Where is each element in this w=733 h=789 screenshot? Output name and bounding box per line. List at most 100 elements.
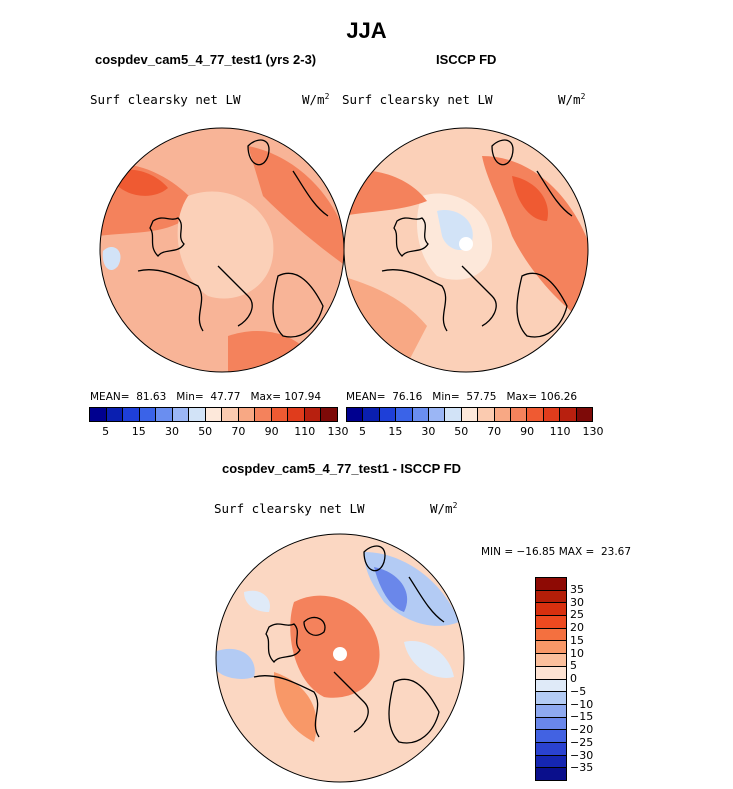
diff-variable-label: Surf clearsky net LW xyxy=(214,501,365,516)
colorbar-swatch xyxy=(379,408,397,421)
colorbar-tick-label: −25 xyxy=(570,735,594,749)
right-colorbar xyxy=(346,407,593,422)
diff-map-pole-mask xyxy=(333,647,347,661)
diff-map-cool-region xyxy=(216,648,255,679)
colorbar-tick-label: 130 xyxy=(327,425,349,438)
colorbar-swatch xyxy=(536,628,566,642)
colorbar-swatch xyxy=(536,578,566,591)
left-map-pale-region xyxy=(177,191,274,299)
left-map-warm-region xyxy=(248,146,344,266)
colorbar-swatch xyxy=(222,408,239,421)
colorbar-tick-label: 10 xyxy=(570,646,584,660)
colorbar-tick-label: 30 xyxy=(165,425,179,438)
left-map-hot-region xyxy=(118,169,168,196)
right-polar-map xyxy=(343,127,589,373)
right-panel-title: ISCCP FD xyxy=(436,52,497,67)
colorbar-swatch xyxy=(536,666,566,680)
colorbar-swatch xyxy=(106,408,124,421)
left-polar-map xyxy=(99,127,345,373)
page-title: JJA xyxy=(346,18,387,43)
diff-colorbar xyxy=(535,577,567,781)
colorbar-swatch xyxy=(445,408,462,421)
colorbar-swatch xyxy=(321,408,337,421)
colorbar-tick-label: 15 xyxy=(131,425,146,438)
colorbar-tick-label: 15 xyxy=(570,633,584,647)
colorbar-tick-label: −5 xyxy=(570,684,587,698)
colorbar-swatch xyxy=(288,408,305,421)
colorbar-tick-label: 15 xyxy=(388,425,403,438)
diff-polar-map xyxy=(215,533,465,783)
colorbar-tick-label: 90 xyxy=(264,425,279,438)
right-units-label: W/m2 xyxy=(558,92,586,108)
colorbar-swatch xyxy=(255,408,272,421)
colorbar-swatch xyxy=(238,408,256,421)
colorbar-swatch xyxy=(271,408,289,421)
right-map-warm-region xyxy=(482,156,588,326)
colorbar-swatch xyxy=(304,408,322,421)
colorbar-swatch xyxy=(429,408,446,421)
diff-units-label: W/m2 xyxy=(430,501,458,517)
colorbar-tick-label: 50 xyxy=(198,425,213,438)
colorbar-tick-label: 110 xyxy=(549,425,571,438)
right-colorbar-labels: 5 15 30 50 70 90 110 130 xyxy=(346,425,604,439)
colorbar-swatch xyxy=(536,704,566,718)
colorbar-tick-label: −15 xyxy=(570,710,594,724)
colorbar-tick-label: −20 xyxy=(570,723,594,736)
colorbar-tick-label: −35 xyxy=(570,761,594,775)
colorbar-swatch xyxy=(494,408,512,421)
diff-map-coastlines xyxy=(253,545,445,744)
colorbar-tick-label: 70 xyxy=(231,425,246,438)
colorbar-tick-label: 5 xyxy=(570,659,577,673)
colorbar-swatch xyxy=(536,742,566,756)
colorbar-swatch xyxy=(90,408,107,421)
colorbar-swatch xyxy=(511,408,528,421)
left-map-coastlines xyxy=(137,139,329,338)
colorbar-swatch xyxy=(527,408,544,421)
colorbar-swatch xyxy=(543,408,561,421)
left-panel-title: cospdev_cam5_4_77_test1 (yrs 2-3) xyxy=(95,52,317,67)
colorbar-tick-label: 50 xyxy=(454,425,469,438)
colorbar-tick-label: 5 xyxy=(358,425,366,438)
colorbar-tick-label: 0 xyxy=(570,672,577,685)
diff-map-cool-region xyxy=(404,641,454,678)
colorbar-swatch xyxy=(172,408,190,421)
colorbar-swatch xyxy=(536,641,566,655)
left-colorbar-labels: 5 15 30 50 70 90 110 130 xyxy=(89,425,348,439)
right-variable-label: Surf clearsky net LW xyxy=(342,92,493,107)
colorbar-tick-label: 5 xyxy=(102,425,110,438)
colorbar-tick-label: −10 xyxy=(570,697,594,711)
colorbar-swatch xyxy=(536,768,566,780)
colorbar-swatch xyxy=(536,603,566,617)
colorbar-swatch xyxy=(347,408,364,421)
left-variable-label: Surf clearsky net LW xyxy=(90,92,241,107)
colorbar-swatch xyxy=(139,408,157,421)
colorbar-tick-label: 20 xyxy=(570,621,584,634)
diff-map-cool-region xyxy=(244,590,270,612)
colorbar-tick-label: 110 xyxy=(294,425,316,438)
colorbar-swatch xyxy=(478,408,495,421)
diff-panel-title: cospdev_cam5_4_77_test1 - ISCCP FD xyxy=(222,461,461,476)
colorbar-swatch xyxy=(536,679,566,693)
right-map-coastlines xyxy=(381,139,573,338)
colorbar-swatch xyxy=(536,654,566,667)
colorbar-swatch xyxy=(576,408,593,421)
colorbar-tick-label: 130 xyxy=(582,425,604,438)
colorbar-swatch xyxy=(536,755,566,769)
colorbar-swatch xyxy=(536,616,566,629)
diff-minmax: MIN = −16.85 MAX = 23.67 xyxy=(481,546,632,558)
diff-map-cool-region xyxy=(364,552,459,626)
diff-map-cold-region xyxy=(374,567,408,612)
colorbar-tick-label: 30 xyxy=(570,595,584,609)
colorbar-swatch xyxy=(461,408,479,421)
left-colorbar xyxy=(89,407,338,422)
colorbar-tick-label: 70 xyxy=(487,425,502,438)
colorbar-swatch xyxy=(536,730,566,743)
colorbar-swatch xyxy=(205,408,223,421)
colorbar-swatch xyxy=(123,408,140,421)
colorbar-tick-label: 25 xyxy=(570,608,584,622)
colorbar-swatch xyxy=(156,408,173,421)
colorbar-swatch xyxy=(560,408,577,421)
colorbar-tick-label: −30 xyxy=(570,748,594,762)
left-stats: MEAN= 81.63 Min= 47.77 Max= 107.94 xyxy=(90,391,322,403)
left-map-cool-region xyxy=(102,246,121,271)
